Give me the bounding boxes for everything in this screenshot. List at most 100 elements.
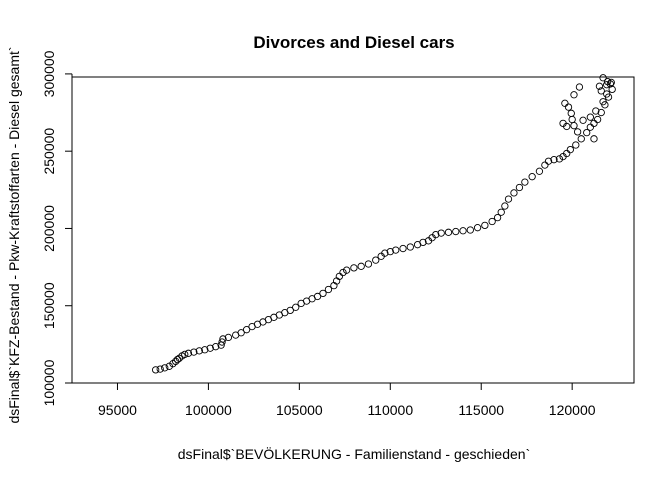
data-point [567, 109, 575, 117]
chart-title: Divorces and Diesel cars [253, 33, 454, 52]
y-tick-label: 150000 [41, 282, 57, 329]
data-point [592, 107, 600, 115]
data-point [364, 260, 373, 268]
x-tick-label: 110000 [367, 402, 413, 418]
data-point [603, 90, 611, 98]
data-point [590, 135, 598, 143]
data-point [313, 292, 322, 301]
data-point [528, 173, 536, 181]
data-point [190, 348, 198, 356]
data-point [242, 326, 251, 334]
data-point [577, 135, 585, 143]
data-point [437, 229, 445, 237]
data-point [561, 99, 569, 107]
data-point [566, 145, 574, 154]
data-point [603, 77, 612, 86]
data-point [206, 344, 214, 352]
data-point [473, 224, 482, 232]
plot-frame [71, 76, 635, 384]
data-point [392, 246, 400, 254]
data-point [195, 347, 203, 355]
data-point [579, 116, 587, 124]
data-point [575, 83, 584, 91]
data-point [570, 122, 578, 130]
data-point [350, 264, 358, 272]
data-point [515, 183, 524, 192]
data-point [357, 262, 365, 270]
data-point [504, 195, 513, 203]
y-axis: 100000 150000 200000 250000 300000 [41, 50, 73, 406]
data-point [570, 91, 578, 99]
data-point [583, 128, 591, 137]
data-point [550, 156, 558, 164]
data-point [593, 115, 602, 124]
x-tick-label: 95000 [98, 402, 137, 418]
data-point [595, 82, 604, 90]
data-point [218, 338, 226, 346]
data-point [573, 128, 582, 136]
data-point [156, 365, 164, 373]
data-point [319, 289, 327, 298]
data-points [152, 74, 616, 374]
data-point [599, 74, 607, 82]
data-point [607, 78, 615, 87]
data-point [292, 303, 300, 311]
data-point [406, 243, 414, 251]
data-point [572, 141, 580, 149]
x-tick-label: 120000 [549, 402, 596, 418]
data-point [399, 244, 407, 253]
data-point [452, 227, 460, 236]
y-axis-label: dsFinal$`KFZ-Bestand - Pkw-Kraftstoffart… [6, 46, 22, 423]
data-point [432, 230, 440, 239]
data-point [173, 355, 182, 364]
data-point [419, 238, 427, 247]
data-point [501, 202, 509, 210]
data-point [342, 266, 351, 274]
data-point [161, 364, 169, 372]
y-tick-label: 300000 [41, 50, 57, 97]
data-point [181, 350, 189, 359]
data-point [386, 247, 394, 256]
data-point [597, 87, 605, 95]
data-point [564, 103, 573, 111]
data-point [544, 157, 553, 165]
data-point [535, 167, 544, 175]
x-axis-label: dsFinal$`BEVÖLKERUNG - Familienstand - g… [178, 445, 530, 462]
data-point [597, 108, 605, 117]
data-point [563, 122, 571, 131]
data-point [381, 249, 389, 257]
data-point [444, 228, 453, 236]
data-point [555, 155, 564, 163]
data-point [541, 161, 549, 169]
data-point [324, 285, 333, 294]
data-point [372, 256, 380, 264]
x-tick-label: 115000 [458, 402, 504, 418]
data-point [488, 217, 496, 226]
data-point [459, 227, 467, 235]
y-tick-label: 250000 [41, 128, 57, 175]
data-point [590, 119, 598, 128]
data-point [466, 226, 474, 234]
y-tick-label: 200000 [41, 205, 57, 252]
data-point [603, 81, 611, 89]
data-point [212, 343, 220, 351]
data-point [184, 349, 193, 357]
data-point [586, 123, 594, 131]
x-tick-label: 105000 [276, 402, 323, 418]
data-point [224, 333, 233, 342]
y-tick-label: 100000 [41, 359, 57, 406]
data-point [335, 272, 344, 281]
data-point [165, 362, 173, 370]
data-point [568, 115, 576, 124]
data-point [586, 113, 594, 121]
data-point [339, 268, 347, 277]
data-point [608, 85, 616, 94]
data-point [237, 329, 245, 337]
data-point [286, 306, 294, 315]
data-point [521, 178, 529, 186]
x-tick-label: 100000 [185, 402, 232, 418]
data-point [599, 98, 607, 106]
data-point [497, 208, 505, 216]
